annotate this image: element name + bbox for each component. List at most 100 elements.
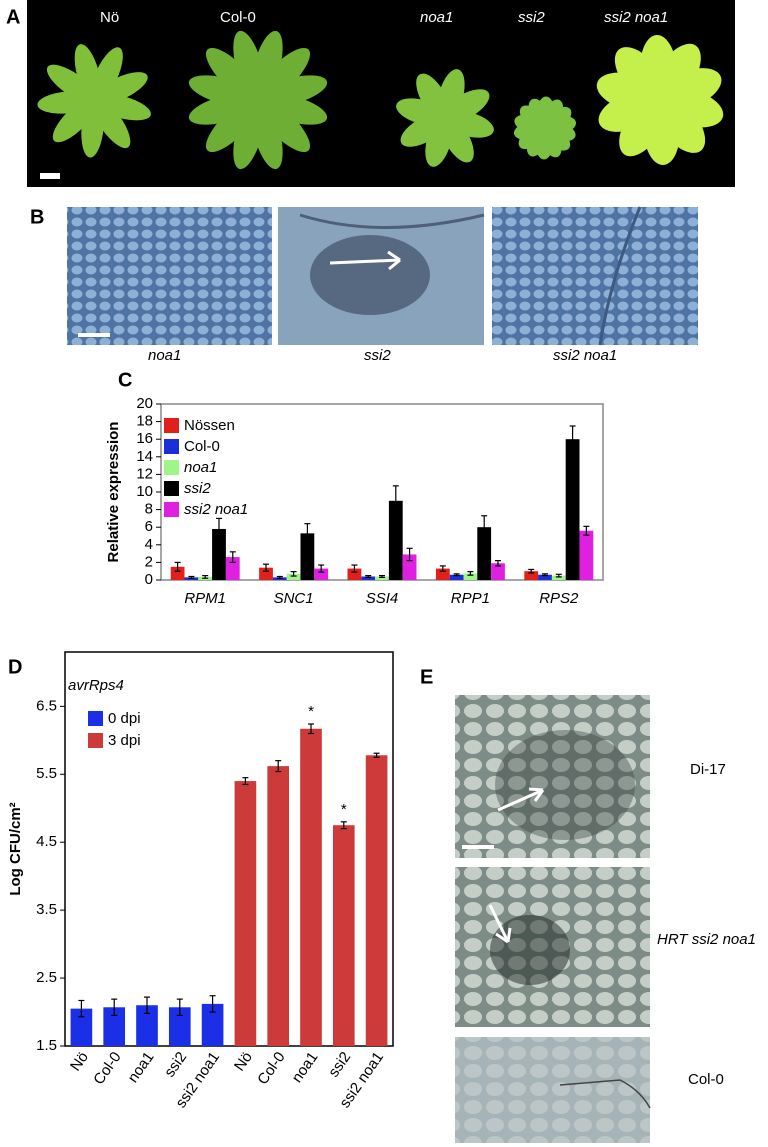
image-label: ssi2 noa1 (553, 347, 617, 364)
legend-swatch (88, 711, 103, 726)
y-tick-label: 14 (136, 448, 153, 465)
bar (375, 576, 389, 580)
y-tick-label: 1.5 (36, 1037, 57, 1054)
y-tick-label: 10 (136, 483, 153, 500)
error-bar (555, 573, 562, 578)
error-bar (242, 777, 249, 786)
error-bar (275, 760, 282, 773)
error-bar (111, 998, 118, 1017)
y-tick-label: 16 (136, 430, 153, 447)
bar (402, 554, 417, 580)
leaf (442, 89, 490, 123)
significance: * (341, 801, 347, 818)
legend-swatch (164, 502, 179, 517)
error-bar (542, 573, 549, 577)
error-bar (318, 564, 325, 573)
x-tick-label: ssi2 (325, 1049, 354, 1081)
y-tick-label: 4 (145, 536, 153, 553)
arrow-head (387, 250, 401, 271)
error-bar (78, 999, 85, 1018)
genotype-label: ssi2 noa1 (604, 9, 668, 26)
error-bar (176, 998, 183, 1017)
error-bar (215, 517, 222, 541)
leaf (656, 68, 722, 110)
legend-label: Nössen (184, 417, 235, 434)
y-axis-label: Log CFU/cm² (7, 802, 24, 895)
x-tick-label: noa1 (124, 1049, 157, 1086)
x-tick-label: Nö (67, 1049, 92, 1074)
error-bar (528, 568, 535, 574)
lesion (490, 915, 570, 985)
leaf (92, 72, 148, 105)
photo-e (455, 695, 650, 858)
y-tick-label: 20 (136, 395, 153, 412)
leaf (254, 75, 328, 108)
x-tick-label: RPP1 (451, 590, 490, 607)
error-bar (392, 485, 399, 517)
x-tick-label: Col-0 (90, 1049, 124, 1088)
error-bar (583, 525, 590, 536)
bar (579, 530, 594, 580)
vein (598, 206, 642, 346)
lesion (495, 730, 635, 840)
x-tick-label: noa1 (288, 1049, 321, 1086)
error-bar (453, 573, 460, 577)
bar (286, 573, 301, 580)
legend-swatch (164, 460, 179, 475)
error-bar (174, 561, 181, 572)
bar (70, 1008, 93, 1046)
image-label: noa1 (148, 347, 181, 364)
bar (449, 574, 464, 580)
image-label: HRT ssi2 noa1 (657, 931, 756, 948)
bar (300, 533, 315, 580)
y-tick-label: 2 (145, 553, 153, 570)
bar (314, 568, 329, 580)
panel-label: B (30, 206, 44, 228)
error-bar (379, 574, 385, 578)
x-tick-label: RPS2 (539, 590, 579, 607)
image-label: ssi2 (364, 347, 391, 364)
legend-swatch (164, 481, 179, 496)
error-bar (290, 571, 297, 577)
error-bar (209, 995, 216, 1013)
photo-b (67, 207, 272, 345)
legend-label: 0 dpi (108, 710, 141, 727)
error-bar (188, 575, 195, 579)
panel-label: E (420, 666, 433, 688)
bar (463, 573, 478, 580)
annotation: avrRps4 (68, 677, 124, 694)
bar (538, 574, 552, 580)
y-tick-label: 0 (145, 571, 153, 588)
bar (103, 1007, 126, 1046)
y-axis-label: Relative expression (105, 422, 122, 563)
error-bar (439, 565, 446, 572)
arrow (488, 904, 510, 943)
trichome (559, 1079, 651, 1109)
bar (477, 527, 492, 580)
genotype-label: ssi2 (518, 9, 545, 26)
error-bar (202, 574, 209, 579)
scale-bar (462, 845, 494, 849)
arrow-head (495, 927, 512, 944)
bar (491, 563, 505, 580)
bar (435, 568, 450, 580)
bar (259, 567, 273, 580)
bar (365, 755, 388, 1046)
bar (524, 571, 539, 580)
legend-label: noa1 (184, 459, 217, 476)
y-tick-label: 3.5 (36, 901, 57, 918)
photo-e (455, 1037, 650, 1143)
panel-label: D (8, 656, 22, 678)
y-tick-label: 5.5 (36, 765, 57, 782)
genotype-label: noa1 (420, 9, 453, 26)
genotype-label: Col-0 (220, 9, 256, 26)
y-tick-label: 6.5 (36, 697, 57, 714)
bar (201, 1003, 224, 1046)
bar (234, 781, 257, 1046)
legend-swatch (164, 439, 179, 454)
legend-label: 3 dpi (108, 732, 141, 749)
image-label: Di-17 (690, 761, 726, 778)
y-tick-label: 2.5 (36, 969, 57, 986)
x-tick-label: Col-0 (254, 1049, 288, 1088)
scale-bar (40, 173, 60, 179)
